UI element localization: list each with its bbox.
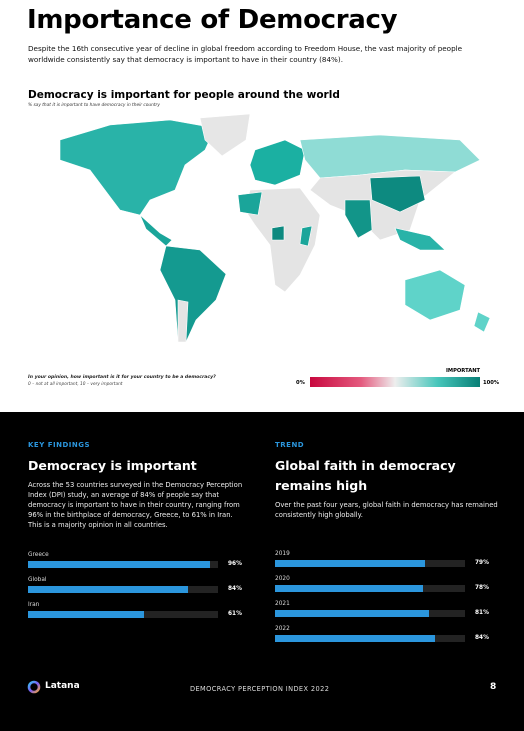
legend-title: IMPORTANT: [446, 368, 481, 374]
value-label: 84%: [228, 586, 242, 592]
value-label: 81%: [475, 610, 489, 616]
map-subtitle: % say that it is important to have democ…: [28, 103, 160, 108]
map-title: Democracy is important for people around…: [28, 89, 340, 101]
bar-track: [28, 611, 218, 618]
bar: [28, 586, 188, 593]
value-label: 61%: [228, 611, 242, 617]
value-label: 79%: [475, 560, 489, 566]
legend-max-label: 100%: [483, 380, 500, 386]
bar-track: [28, 561, 218, 568]
bar: [275, 610, 429, 617]
page-number: 8: [490, 682, 497, 692]
section-title: Democracy is important: [28, 458, 197, 473]
section-eyebrow: TREND: [275, 441, 305, 449]
bar-label: 2019: [275, 551, 290, 557]
bar-label: Iran: [28, 602, 40, 608]
value-label: 96%: [228, 561, 242, 567]
section-text: Over the past four years, global faith i…: [275, 501, 498, 519]
bottom-section: KEY FINDINGS Democracy is important Acro…: [0, 412, 524, 731]
bar: [275, 585, 424, 592]
bar-track: [28, 586, 218, 593]
bar: [28, 611, 144, 618]
legend-gradient: [310, 377, 480, 387]
report-name: DEMOCRACY PERCEPTION INDEX 2022: [190, 685, 330, 693]
bar: [28, 561, 211, 568]
scale-note: 0 – not at all important, 10 – very impo…: [28, 382, 123, 387]
bar-label: Greece: [28, 552, 49, 558]
bar-label: 2021: [275, 601, 290, 607]
section-title: Global faith in democracy remains high: [275, 458, 456, 493]
bar: [275, 560, 426, 567]
bar-label: 2020: [275, 576, 290, 582]
legend-min-label: 0%: [296, 380, 305, 386]
world-map: [59, 113, 491, 343]
brand-name: Latana: [45, 681, 80, 691]
bar-label: Global: [28, 577, 47, 583]
page-title: Importance of Democracy: [27, 5, 398, 35]
survey-question: In your opinion, how important is it for…: [28, 375, 216, 380]
value-label: 78%: [475, 585, 489, 591]
bar-track: [275, 610, 465, 617]
value-label: 84%: [475, 635, 489, 641]
bar-track: [275, 560, 465, 567]
top-section: Importance of Democracy Despite the 16th…: [27, 5, 500, 387]
bar-track: [275, 635, 465, 642]
bar: [275, 635, 435, 642]
section-text: Across the 53 countries surveyed in the …: [28, 481, 243, 529]
bar-label: 2022: [275, 626, 290, 632]
bar-track: [275, 585, 465, 592]
brand-logo: [27, 680, 41, 694]
intro-text: Despite the 16th consecutive year of dec…: [28, 44, 463, 64]
section-eyebrow: KEY FINDINGS: [28, 441, 91, 449]
